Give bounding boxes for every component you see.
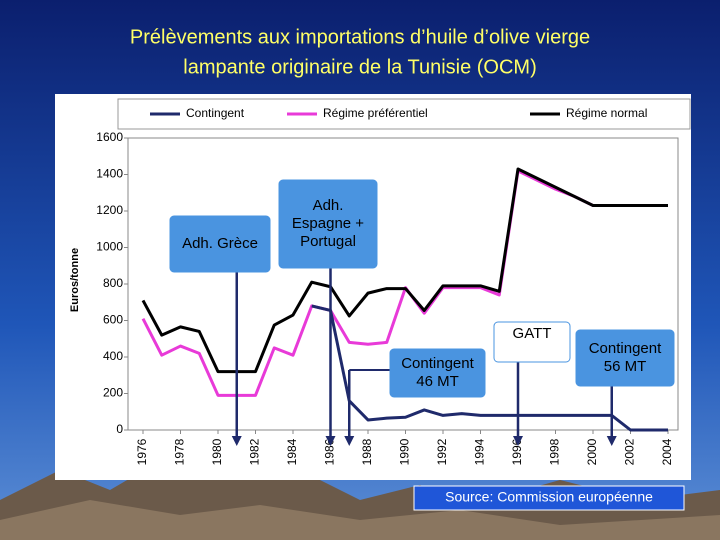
legend-label: Régime préférentiel [323, 106, 428, 120]
source-box [413, 485, 685, 511]
y-tick-label: 600 [103, 313, 123, 327]
title-line: lampante originaire de la Tunisie (OCM) [183, 56, 537, 78]
y-tick-label: 1000 [96, 240, 123, 254]
y-tick-label: 1400 [96, 167, 123, 181]
annotation-box [575, 329, 675, 387]
annotation-box [169, 215, 271, 273]
title-line: Prélèvements aux importations d’huile d’… [130, 26, 590, 48]
x-tick-label: 1984 [285, 438, 299, 465]
arrow-head [325, 436, 336, 446]
y-tick-label: 0 [116, 422, 123, 436]
annotation-text: Contingent [589, 340, 662, 357]
series-line [311, 304, 668, 432]
x-tick-label: 2002 [623, 438, 637, 465]
y-axis-label: Euros/tonne [69, 248, 81, 312]
mountains-front [0, 500, 720, 540]
x-tick-label: 2000 [585, 438, 599, 465]
arrow-head [513, 436, 523, 446]
x-tick-label: 1996 [510, 438, 524, 465]
y-tick-label: 1600 [96, 130, 123, 144]
x-tick-label: 1994 [473, 438, 487, 465]
x-tick-label: 1990 [398, 438, 412, 465]
legend-box [117, 98, 691, 130]
annotation-text: 56 MT [604, 358, 647, 375]
source: Source: Commission européenne [445, 489, 653, 505]
annotation-text: Portugal [300, 233, 356, 250]
x-tick-label: 1988 [360, 438, 374, 465]
y-tick-label: 200 [103, 386, 123, 400]
arrow-head [344, 436, 355, 446]
y-tick-label: 400 [103, 349, 123, 363]
y-tick-label: 1200 [96, 203, 123, 217]
annotation-text: Espagne + [292, 215, 364, 232]
annotation-box [389, 348, 486, 398]
annotation-box [493, 321, 571, 363]
x-tick-label: 1976 [135, 438, 149, 465]
x-tick-label: 1982 [248, 438, 262, 465]
x-tick-label: 1992 [435, 438, 449, 465]
annotation-text: GATT [513, 325, 552, 342]
x-tick-label: 1980 [210, 438, 224, 465]
x-tick-label: 1998 [548, 438, 562, 465]
legend-label: Contingent [186, 106, 245, 120]
x-tick-label: 2004 [660, 438, 674, 465]
chart-panel [55, 94, 691, 480]
annotation-text: 46 MT [416, 373, 459, 390]
annotation-text: Contingent [401, 355, 474, 372]
arrow-head [606, 436, 617, 446]
annotation-text: Adh. [313, 197, 344, 214]
series-line [141, 167, 668, 374]
x-tick-label: 1978 [173, 438, 187, 465]
legend-label: Régime normal [566, 106, 647, 120]
arrow-head [231, 436, 242, 446]
annotation-box [278, 179, 378, 269]
annotation-text: Adh. Grèce [182, 235, 258, 252]
x-tick-label: 1986 [323, 438, 337, 465]
y-tick-label: 800 [103, 276, 123, 290]
